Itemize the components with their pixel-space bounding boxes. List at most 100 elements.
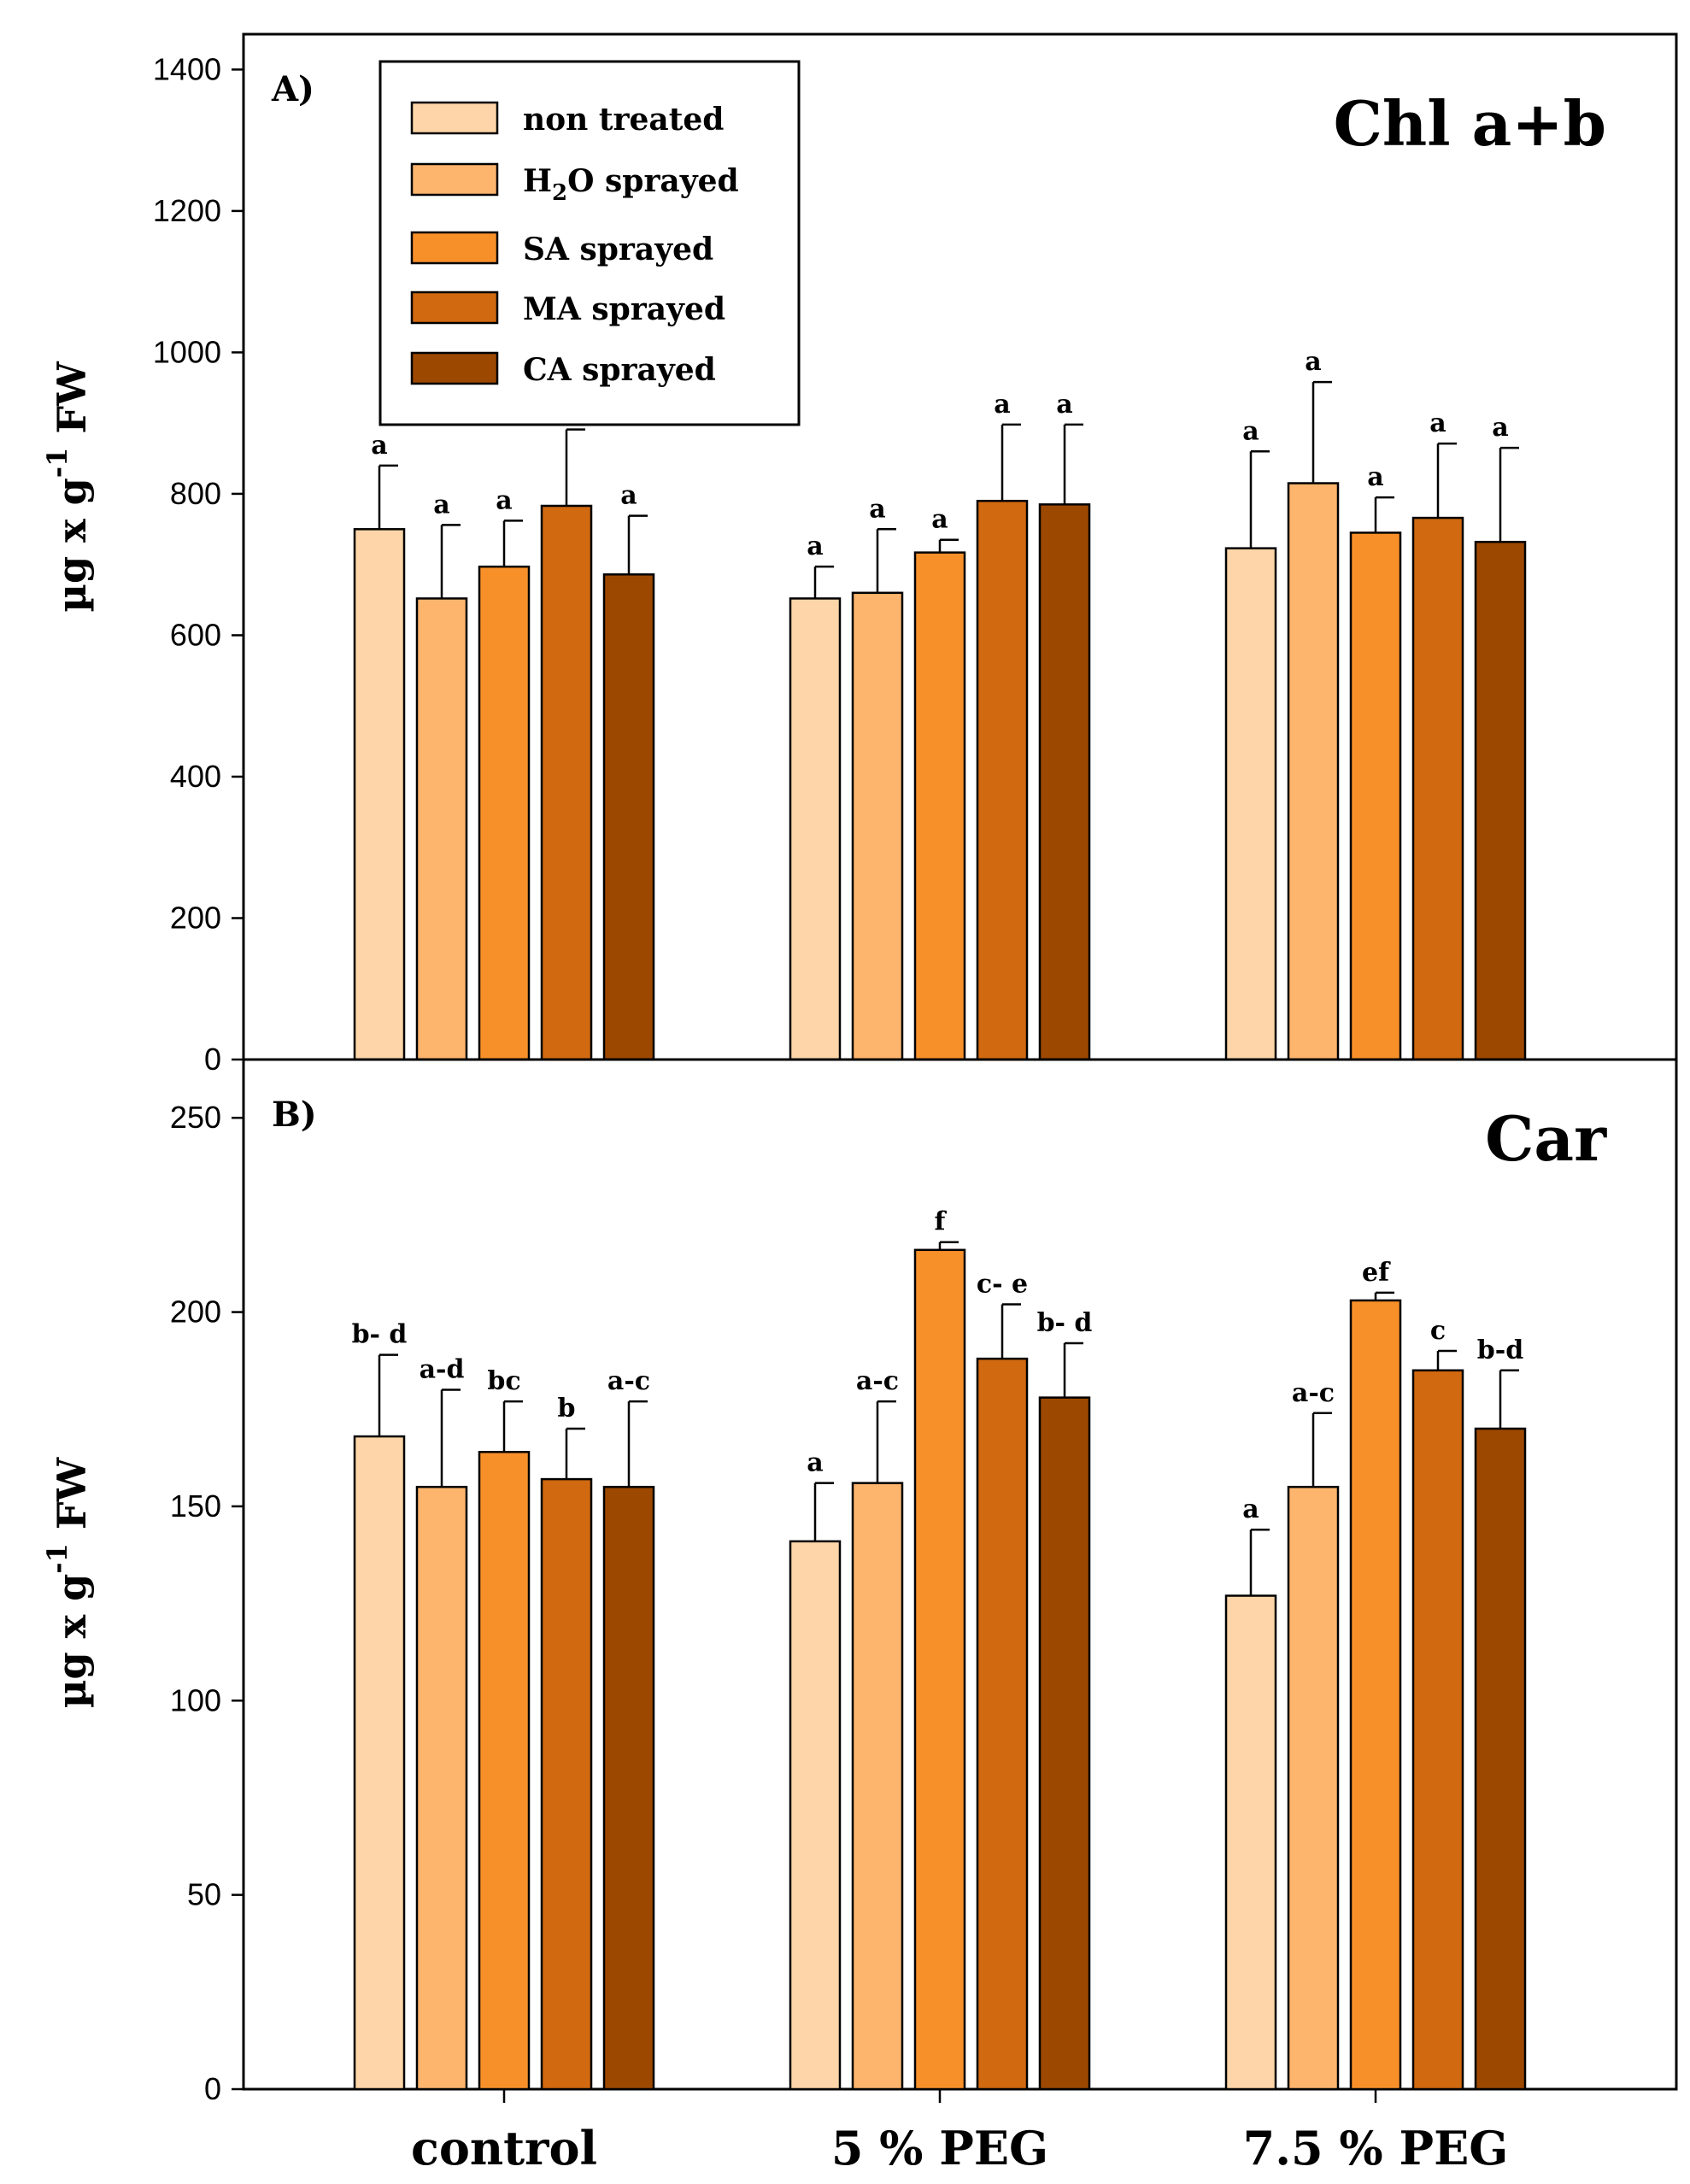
significance-label: a bbox=[807, 1448, 823, 1478]
significance-label: b bbox=[558, 1394, 576, 1424]
y-tick-label: 1200 bbox=[153, 193, 221, 228]
y-tick-label: 1000 bbox=[153, 334, 221, 369]
panel-title: Chl a+b bbox=[1334, 87, 1606, 160]
y-tick-label: 0 bbox=[204, 1042, 221, 1077]
bar bbox=[1224, 547, 1277, 1061]
significance-label: a bbox=[931, 505, 948, 535]
significance-label: a bbox=[1056, 390, 1072, 420]
significance-label: a bbox=[496, 485, 512, 515]
significance-label: a bbox=[1492, 413, 1508, 443]
y-axis-label-main: µg x g bbox=[49, 1574, 95, 1708]
bar bbox=[1224, 1594, 1277, 2091]
bar bbox=[1474, 1427, 1527, 2091]
significance-label: a bbox=[1242, 1494, 1259, 1524]
bar bbox=[976, 499, 1029, 1061]
y-tick-label: 200 bbox=[170, 1295, 221, 1330]
legend-label: SA sprayed bbox=[523, 232, 713, 267]
x-category-label: 7.5 % PEG bbox=[1243, 2121, 1509, 2175]
bar bbox=[602, 573, 655, 1061]
bar bbox=[851, 591, 904, 1061]
bar bbox=[976, 1357, 1029, 2091]
significance-label: a bbox=[1367, 462, 1383, 492]
y-axis-label-sup: -1 bbox=[41, 1543, 73, 1574]
significance-label: c bbox=[1430, 1316, 1446, 1346]
y-tick-label: 150 bbox=[170, 1488, 221, 1524]
y-tick-label: 1400 bbox=[153, 51, 221, 86]
significance-label: a bbox=[1429, 408, 1446, 438]
bar bbox=[1349, 1299, 1402, 2091]
bar bbox=[913, 1248, 966, 2091]
significance-label: a bbox=[807, 531, 823, 561]
x-category-label: 5 % PEG bbox=[831, 2121, 1048, 2175]
significance-label: b-d bbox=[1477, 1336, 1523, 1365]
y-tick-label: 200 bbox=[170, 900, 221, 935]
significance-label: c- e bbox=[977, 1269, 1028, 1299]
legend-swatch bbox=[410, 101, 499, 135]
bar bbox=[540, 1477, 593, 2091]
panel-label: A) bbox=[271, 69, 314, 109]
y-tick-label: 800 bbox=[170, 476, 221, 511]
x-category-label: control bbox=[411, 2121, 597, 2175]
y-axis-label: µg x g-1 FW bbox=[41, 361, 95, 613]
bar bbox=[851, 1482, 904, 2091]
significance-label: f bbox=[935, 1207, 948, 1237]
significance-label: a bbox=[620, 481, 637, 511]
significance-label: a-c bbox=[607, 1366, 650, 1396]
significance-label: a bbox=[371, 431, 387, 461]
bar bbox=[1287, 1485, 1340, 2091]
y-tick-label: 100 bbox=[170, 1682, 221, 1717]
legend-label: CA sprayed bbox=[523, 352, 716, 388]
y-tick-label: 400 bbox=[170, 759, 221, 794]
bar bbox=[1287, 482, 1340, 1061]
significance-label: b- d bbox=[352, 1320, 408, 1350]
bar bbox=[1038, 1396, 1091, 2091]
legend-label-sub: 2 bbox=[552, 180, 567, 206]
bar bbox=[353, 528, 406, 1061]
significance-label: b- d bbox=[1037, 1308, 1093, 1338]
bar bbox=[478, 565, 531, 1061]
y-axis-label-sup: -1 bbox=[41, 448, 73, 478]
bar bbox=[602, 1485, 655, 2091]
legend-label: MA sprayed bbox=[523, 291, 725, 327]
legend: non treated H2O sprayed SA sprayed MA spray… bbox=[378, 60, 801, 426]
legend-label-part: O sprayed bbox=[567, 163, 739, 199]
significance-label: a-c bbox=[1292, 1378, 1335, 1408]
bar bbox=[1349, 531, 1402, 1061]
y-axis-label-main: µg x g bbox=[49, 478, 95, 612]
bar bbox=[789, 597, 842, 1061]
y-tick-label: 0 bbox=[204, 2071, 221, 2106]
significance-label: a-d bbox=[420, 1355, 465, 1385]
significance-label: a-c bbox=[856, 1366, 899, 1396]
significance-label: bc bbox=[487, 1366, 520, 1396]
y-tick-label: 250 bbox=[170, 1100, 221, 1135]
legend-swatch bbox=[410, 351, 499, 385]
bar bbox=[1038, 503, 1091, 1061]
significance-label: a bbox=[1305, 347, 1321, 377]
y-axis-label-tail: FW bbox=[49, 361, 95, 448]
panel-label: B) bbox=[272, 1095, 317, 1135]
bar bbox=[415, 1485, 468, 2091]
y-axis-label-tail: FW bbox=[49, 1456, 95, 1543]
bar bbox=[1474, 540, 1527, 1061]
legend-label-part: H bbox=[523, 163, 552, 199]
legend-swatch bbox=[410, 162, 499, 197]
panel-title: Car bbox=[1485, 1102, 1607, 1175]
significance-label: ef bbox=[1362, 1258, 1391, 1288]
bar bbox=[415, 597, 468, 1061]
bar bbox=[353, 1435, 406, 2091]
significance-label: a bbox=[869, 494, 885, 524]
legend-label: H2O sprayed bbox=[523, 163, 739, 206]
y-tick-label: 600 bbox=[170, 617, 221, 652]
significance-label: a bbox=[1242, 416, 1259, 446]
bar bbox=[1411, 1369, 1464, 2091]
y-axis-label: µg x g-1 FW bbox=[41, 1456, 95, 1708]
bar bbox=[478, 1451, 531, 2091]
significance-label: a bbox=[433, 490, 449, 520]
bar bbox=[789, 1540, 842, 2091]
significance-label: a bbox=[994, 390, 1010, 420]
bar bbox=[540, 504, 593, 1061]
panel-b: 0 50 100 150 200 250 b- d a a a-d a-c a-c bc f ef b c- e… bbox=[41, 1058, 1678, 2175]
bar bbox=[1411, 516, 1464, 1061]
